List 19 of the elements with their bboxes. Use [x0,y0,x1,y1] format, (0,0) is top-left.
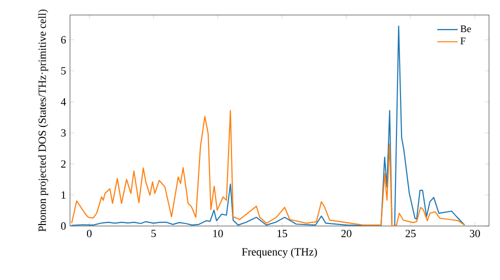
y-tick-label: 4 [60,98,66,106]
legend-label: Be [460,26,471,32]
x-tick-label: 25 [406,230,416,238]
line-series [71,110,466,226]
x-tick-label: 5 [151,230,156,238]
y-tick-label: 6 [61,36,66,44]
x-tick-label: 0 [86,230,92,238]
y-tick-label: 5 [61,67,66,74]
y-tick-label: 0 [61,222,66,230]
x-tick-label: 15 [278,230,288,238]
x-tick-label: 10 [213,230,223,238]
y-tick-label: 3 [61,129,66,137]
y-axis-title: Phonon projected DOS (States/THz·primitive cell) [38,10,48,232]
x-axis-title: Frequency (THz) [242,248,317,258]
x-tick-label: 20 [341,230,352,238]
y-tick-label: 2 [61,160,66,168]
legend-label: F [460,38,466,44]
y-tick-label: 1 [62,191,66,199]
x-tick-label: 30 [470,230,480,238]
